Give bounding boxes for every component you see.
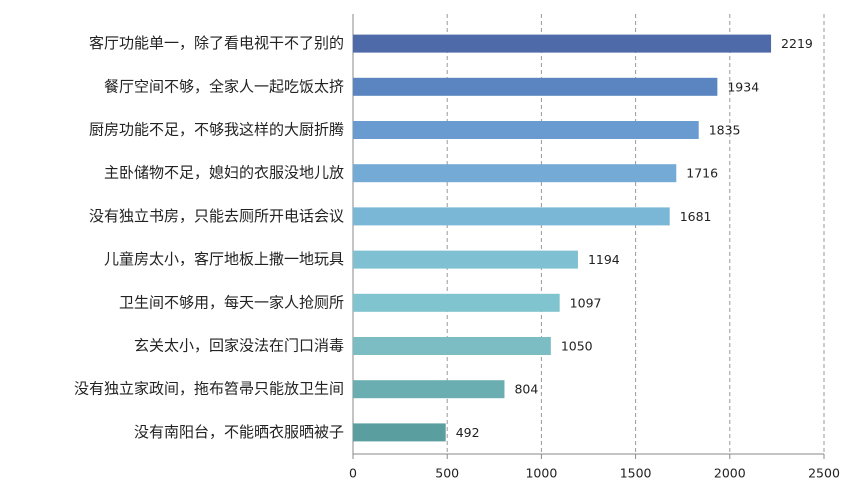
y-tick-label: 儿童房太小，客厅地板上撒一地玩具 bbox=[104, 250, 344, 268]
y-tick-label: 餐厅空间不够，全家人一起吃饭太挤 bbox=[104, 77, 344, 95]
value-label: 1934 bbox=[727, 79, 759, 94]
y-tick-label: 没有独立书房，只能去厕所开电话会议 bbox=[89, 207, 344, 225]
value-label: 1194 bbox=[588, 252, 620, 267]
bar bbox=[353, 423, 446, 442]
x-tick-label: 1000 bbox=[525, 466, 557, 481]
y-tick-label: 客厅功能单一，除了看电视干不了别的 bbox=[89, 34, 344, 52]
value-label: 492 bbox=[456, 425, 480, 440]
bar bbox=[353, 121, 699, 139]
bar bbox=[353, 337, 551, 355]
x-tick-label: 2000 bbox=[714, 466, 746, 481]
bar bbox=[353, 77, 718, 96]
value-label: 804 bbox=[514, 382, 538, 397]
y-tick-label: 卫生间不够用，每天一家人抢厕所 bbox=[119, 293, 344, 311]
x-tick-label: 1500 bbox=[620, 466, 652, 481]
value-label: 2219 bbox=[781, 36, 813, 51]
bar bbox=[353, 250, 578, 269]
value-label: 1050 bbox=[561, 339, 593, 354]
y-tick-label: 没有独立家政间，拖布笤帚只能放卫生间 bbox=[74, 380, 344, 398]
y-tick-label: 厨房功能不足，不够我这样的大厨折腾 bbox=[89, 121, 344, 139]
x-tick-label: 2500 bbox=[808, 466, 840, 481]
value-label: 1097 bbox=[570, 295, 602, 310]
bar bbox=[353, 380, 505, 399]
y-tick-label: 主卧储物不足，媳妇的衣服没地儿放 bbox=[104, 164, 344, 182]
bar bbox=[353, 34, 772, 53]
bar bbox=[353, 207, 670, 226]
value-label: 1835 bbox=[709, 123, 741, 138]
y-tick-label: 玄关太小，回家没法在门口消毒 bbox=[134, 337, 344, 355]
x-tick-label: 0 bbox=[349, 466, 357, 481]
bar bbox=[353, 293, 560, 312]
value-label: 1681 bbox=[680, 209, 712, 224]
x-tick-label: 500 bbox=[435, 466, 459, 481]
y-tick-label: 没有南阳台，不能晒衣服晒被子 bbox=[134, 423, 344, 441]
value-label: 1716 bbox=[686, 166, 718, 181]
bar bbox=[353, 164, 677, 183]
